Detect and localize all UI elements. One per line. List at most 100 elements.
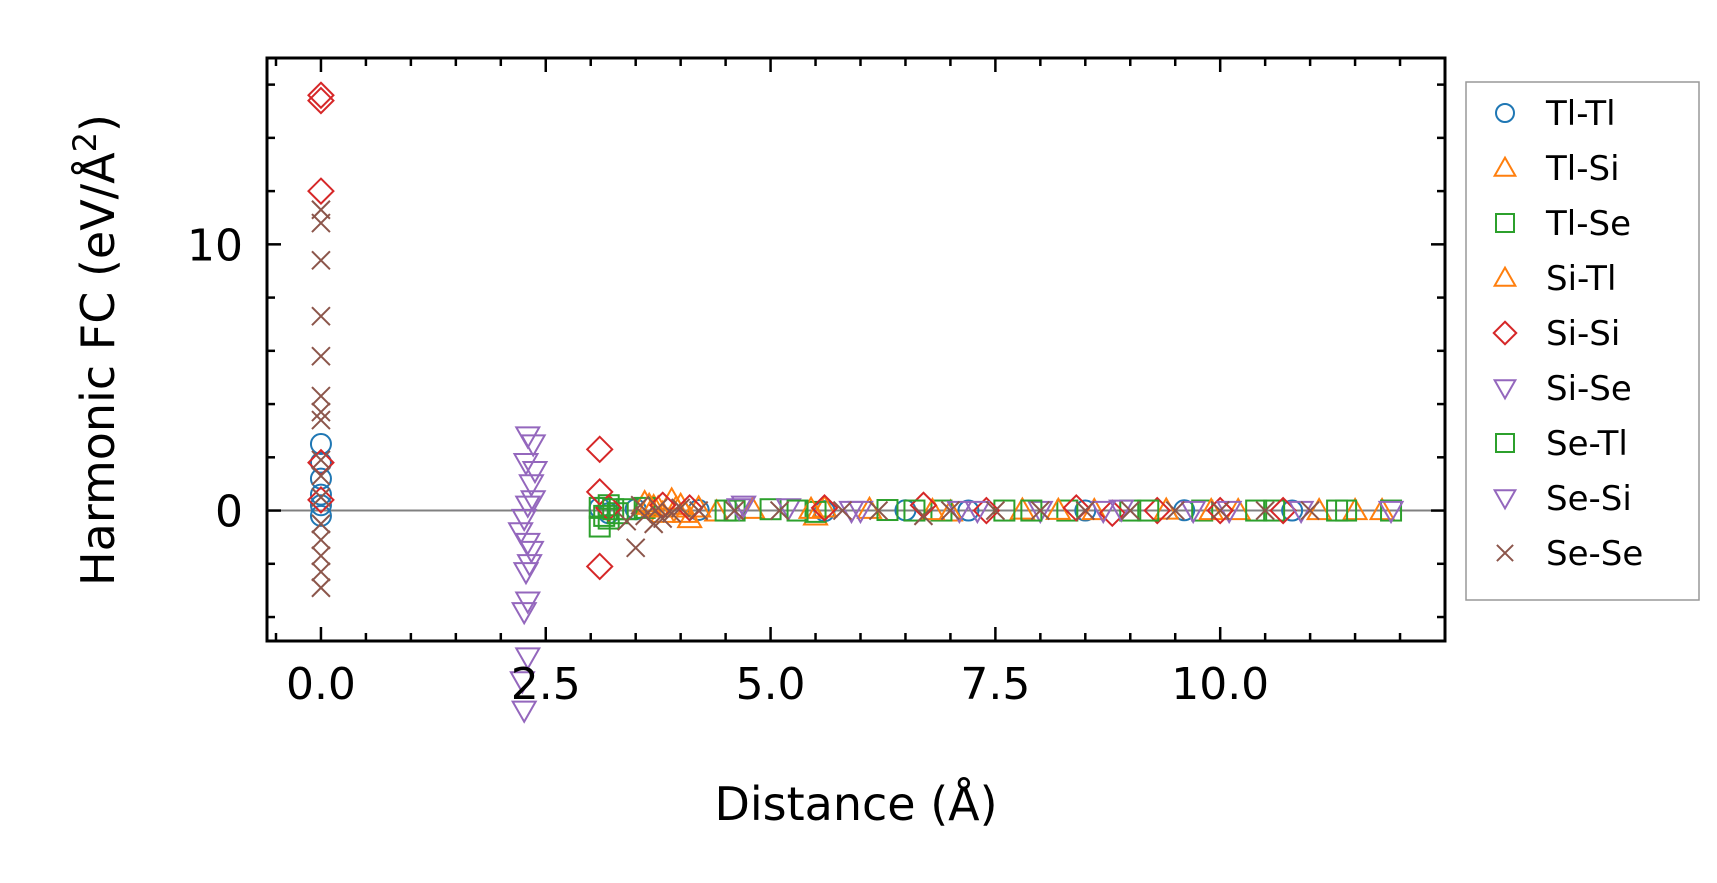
point-se-se [985,500,1006,521]
point-se-se [311,546,331,566]
point-tl-tl [309,504,332,527]
legend-marker-tl-tl [1495,103,1515,123]
point-se-se [311,306,331,326]
point-si-se [512,453,540,477]
point-si-se [514,426,542,450]
x-tick-label: 5.0 [736,659,806,710]
legend: Tl-Tl Tl-Si Tl-Se Si-Tl Si-Si Si-Se Se-Tl Se-Si… [1465,81,1700,601]
legend-label-tl-tl: Tl-Tl [1545,94,1616,134]
point-se-se [630,495,650,515]
point-si-si [594,493,623,522]
point-si-si [1206,496,1235,525]
point-si-si [307,177,335,206]
point-si-si [307,86,335,115]
point-se-se [688,500,709,521]
point-se-se [1120,500,1140,521]
point-se-se [832,500,853,521]
legend-marker-si-si [1492,320,1518,346]
point-se-si [1090,500,1117,525]
point-si-se [514,495,542,519]
data-points [307,81,1405,724]
point-si-si [1098,499,1127,528]
point-se-se [311,410,331,430]
point-si-se [1108,499,1135,523]
tick-labels: 0.0 2.5 5.0 7.5 10.0 0 10 [187,220,1269,710]
point-se-se [1030,500,1051,521]
point-se-tl [903,499,926,522]
point-tl-tl [957,499,980,522]
point-se-tl [786,499,809,522]
legend-label-se-se: Se-Se [1546,534,1643,574]
legend-label-tl-se: Tl-Se [1545,204,1631,244]
point-se-se [311,578,331,598]
legend-label-si-se: Si-Se [1546,369,1632,409]
y-axis-label: Harmonic FC (eV/Å2) [66,114,125,586]
point-si-se [510,602,538,626]
point-si-si [810,493,839,522]
point-tl-se [1056,499,1079,522]
point-tl-si [811,494,838,518]
series-si-si [307,81,1298,581]
point-si-se [1179,500,1207,525]
x-tick-label: 2.5 [511,659,581,710]
series-si-se [509,426,1315,724]
legend-marker-si-se [1492,379,1518,401]
point-se-se [311,562,331,582]
point-se-si [519,490,547,514]
legend-marker-se-si [1492,489,1518,511]
point-tl-si [1341,497,1369,521]
point-si-se [509,671,536,695]
point-tl-si [1368,497,1396,521]
point-si-si [585,435,614,464]
point-se-se [1255,500,1275,521]
point-si-si [1143,496,1172,525]
point-se-se [643,514,664,534]
point-se-tl [1335,499,1358,522]
point-se-se [311,402,331,422]
plot-frame [265,56,1447,643]
point-si-se [775,498,802,522]
legend-box [1465,81,1700,601]
point-tl-tl [309,467,332,490]
point-se-se [940,500,961,521]
point-si-si [972,496,1001,525]
point-si-si [585,552,614,581]
point-se-se [670,498,691,518]
legend-label-si-tl: Si-Tl [1546,259,1616,299]
point-se-se [1300,500,1320,521]
axis-ticks [267,58,1447,641]
point-se-si [516,554,543,578]
point-se-se [311,514,331,534]
point-tl-se [1191,499,1214,522]
point-tl-tl [309,451,332,474]
point-se-se [652,508,673,529]
point-se-se [311,250,331,271]
point-si-se [514,591,542,615]
series-se-se [311,200,1320,598]
point-tl-se [804,500,827,523]
point-se-tl [1137,499,1160,522]
point-se-se [625,538,646,558]
point-se-se [311,466,331,486]
legend-marker-tl-se [1495,213,1515,233]
point-se-se [311,450,331,470]
point-si-se [510,700,538,724]
point-si-si [675,493,704,522]
point-si-se [514,532,542,557]
point-se-tl [602,498,625,521]
legend-marker-si-tl [1492,265,1518,287]
point-se-se [661,503,682,523]
point-si-si [585,478,614,506]
point-se-se [311,487,331,507]
legend-label-se-si: Se-Si [1546,479,1632,519]
x-tick-label: 10.0 [1171,659,1269,710]
legend-marker-tl-si [1492,155,1518,177]
point-se-si [521,461,549,485]
y-axis-label-close: ) [71,114,125,132]
point-si-se [1027,500,1054,525]
point-si-tl [919,497,946,521]
point-se-se [311,346,331,366]
point-se-se [1165,500,1185,521]
point-tl-si [1009,496,1036,520]
